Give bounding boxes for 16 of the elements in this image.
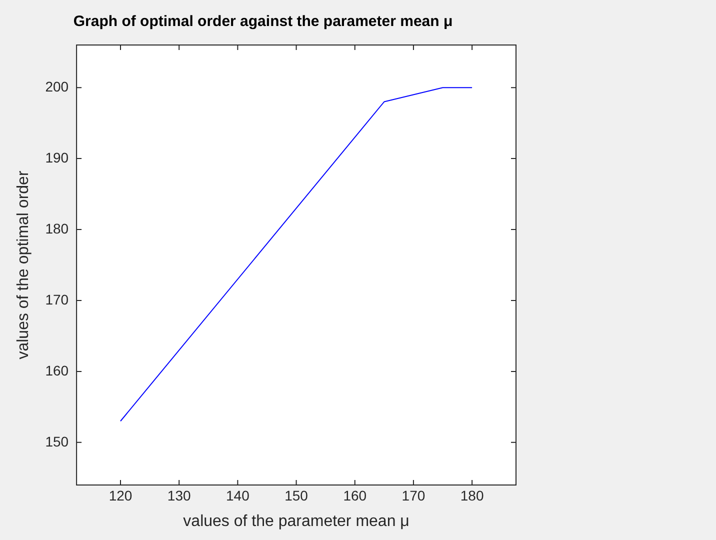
x-tick-label: 160 — [343, 487, 367, 504]
x-tick-label: 140 — [226, 487, 250, 504]
y-tick-label: 180 — [45, 220, 69, 236]
x-tick-label: 180 — [460, 487, 484, 504]
y-tick-label: 200 — [45, 78, 69, 94]
x-axis-title: values of the parameter mean μ — [183, 512, 410, 530]
x-tick-label: 130 — [167, 487, 191, 504]
x-tick-label: 170 — [402, 487, 426, 504]
x-tick-label: 120 — [108, 487, 132, 504]
chart-title: Graph of optimal order against the parameter mean μ — [73, 13, 453, 30]
y-tick-label: 150 — [45, 433, 69, 450]
y-axis-title: values of the optimal order — [15, 170, 32, 360]
x-tick-label: 150 — [284, 487, 308, 504]
y-tick-label: 170 — [45, 291, 69, 308]
y-tick-label: 190 — [45, 149, 69, 166]
y-tick-label: 160 — [45, 362, 69, 378]
